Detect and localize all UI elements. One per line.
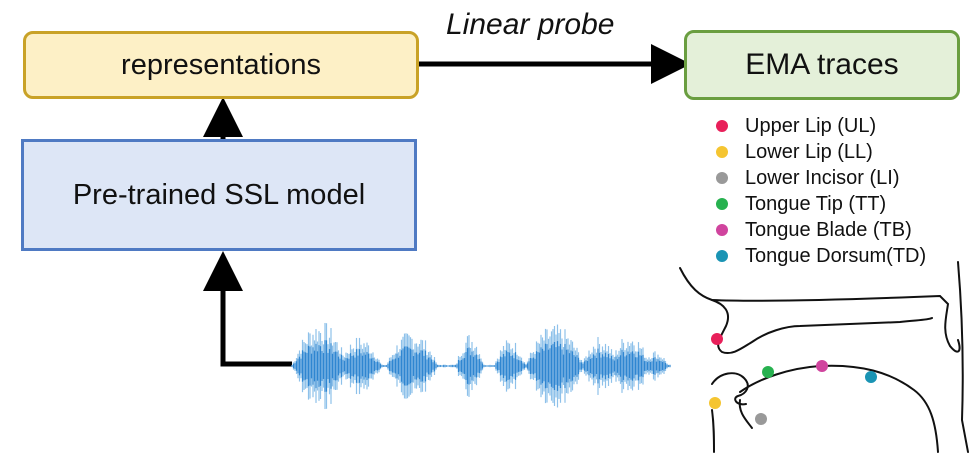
- legend-dot-icon: [716, 250, 728, 262]
- ema-traces-box: EMA traces: [684, 30, 960, 100]
- legend-label: Tongue Dorsum(TD): [745, 244, 927, 267]
- sensor-td-dot: [865, 371, 877, 383]
- legend-dot-icon: [716, 224, 728, 236]
- legend-item: Lower Incisor (LI): [716, 165, 926, 191]
- legend-dot-icon: [716, 120, 728, 132]
- linear-probe-label: Linear probe: [446, 8, 615, 41]
- sensor-tb-dot: [816, 360, 828, 372]
- legend-label: Upper Lip (UL): [745, 114, 877, 137]
- legend-dot-icon: [716, 172, 728, 184]
- wave-to-ssl-arrow: [203, 251, 292, 367]
- legend-label: Lower Lip (LL): [745, 140, 873, 163]
- ema-traces-label: EMA traces: [745, 48, 899, 81]
- vocal-tract-diagram: [679, 261, 969, 453]
- legend-item: Upper Lip (UL): [716, 113, 926, 139]
- ssl-model-box: Pre-trained SSL model: [21, 139, 417, 251]
- representations-label: representations: [121, 48, 321, 81]
- legend-label: Lower Incisor (LI): [745, 166, 900, 189]
- speech-waveform: [291, 322, 671, 410]
- sensor-tt-dot: [762, 366, 774, 378]
- sensor-ul-dot: [711, 333, 723, 345]
- legend-item: Tongue Tip (TT): [716, 191, 926, 217]
- sensor-li-dot: [755, 413, 767, 425]
- sensor-legend: Upper Lip (UL) Lower Lip (LL) Lower Inci…: [716, 113, 926, 269]
- legend-dot-icon: [716, 198, 728, 210]
- legend-label: Tongue Tip (TT): [745, 192, 887, 215]
- sensor-ll-dot: [709, 397, 721, 409]
- ssl-model-label: Pre-trained SSL model: [72, 178, 366, 211]
- legend-item: Lower Lip (LL): [716, 139, 926, 165]
- legend-item: Tongue Dorsum(TD): [716, 243, 926, 269]
- legend-item: Tongue Blade (TB): [716, 217, 926, 243]
- representations-box: representations: [23, 31, 419, 99]
- legend-dot-icon: [716, 146, 728, 158]
- legend-label: Tongue Blade (TB): [745, 218, 912, 241]
